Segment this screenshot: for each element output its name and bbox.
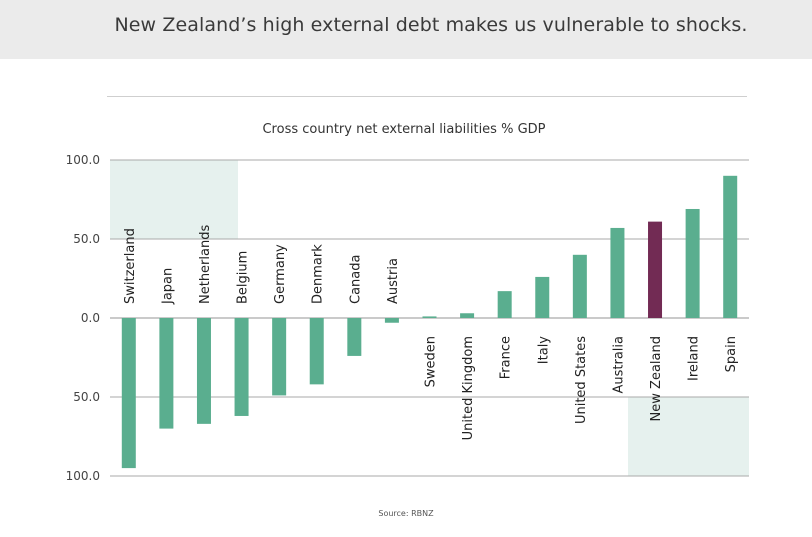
y-tick-label: 100.0 (66, 469, 100, 483)
bar-spain (723, 175, 738, 318)
header-banner: New Zealand’s high external debt makes u… (0, 0, 812, 59)
category-label: Canada (348, 255, 363, 304)
category-label: Austria (386, 258, 401, 304)
category-label: Japan (160, 268, 175, 305)
category-label: Denmark (311, 244, 326, 304)
category-label: Belgium (236, 251, 251, 304)
bar-sweden (422, 316, 437, 318)
bar-switzerland (121, 318, 136, 469)
band-upper-left (110, 160, 238, 239)
category-label: New Zealand (649, 336, 664, 421)
category-label: Germany (273, 244, 288, 304)
bar-united-kingdom (460, 313, 475, 318)
band-lower-right (628, 397, 749, 476)
bar-canada (347, 318, 362, 356)
bar-netherlands (196, 318, 211, 424)
category-label: Australia (611, 336, 626, 394)
bar-japan (159, 318, 174, 429)
category-label: Netherlands (198, 225, 213, 304)
category-labels: Switzerland Japan Netherlands Belgium German… (123, 225, 739, 441)
bar-belgium (234, 318, 249, 416)
bar-germany (272, 318, 287, 396)
y-tick-label: 50.0 (73, 390, 100, 404)
y-tick-labels: 100.0 50.0 0.0 50.0 100.0 (66, 153, 100, 483)
category-label: Spain (724, 336, 739, 372)
background-bands (110, 160, 749, 476)
category-label: Switzerland (123, 228, 138, 304)
y-tick-label: 100.0 (66, 153, 100, 167)
headline: New Zealand’s high external debt makes u… (114, 14, 748, 36)
bar-new-zealand (648, 221, 663, 318)
bar-france (497, 291, 512, 318)
divider-rule (107, 96, 747, 97)
bar-austria (384, 318, 399, 323)
bar-denmark (309, 318, 324, 385)
chart-title: Cross country net external liabilities %… (262, 122, 545, 137)
category-label: France (499, 336, 514, 379)
bars (121, 175, 738, 469)
category-label: Ireland (687, 336, 702, 381)
y-tick-label: 0.0 (81, 311, 100, 325)
y-tick-label: 50.0 (73, 232, 100, 246)
category-label: United Kingdom (461, 336, 476, 440)
bar-ireland (685, 208, 700, 318)
category-label: United States (574, 336, 589, 424)
bar-australia (610, 227, 625, 318)
source-note: Source: RBNZ (378, 509, 434, 518)
bar-united-states (572, 254, 587, 318)
bar-italy (535, 276, 550, 318)
category-label: Italy (536, 336, 551, 365)
category-label: Sweden (424, 336, 439, 387)
